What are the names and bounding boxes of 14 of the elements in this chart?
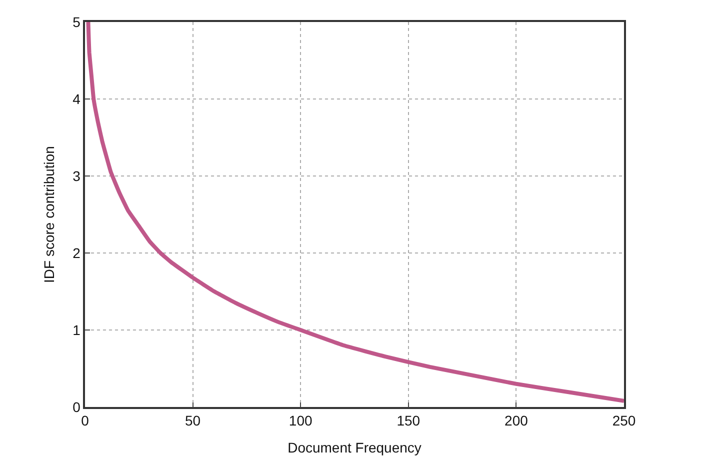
y-tick-label: 0: [72, 398, 81, 415]
line-series: [86, 22, 624, 403]
y-tick-label: 3: [72, 168, 81, 184]
x-axis-title: Document Frequency: [288, 439, 422, 456]
y-tick-label: 2: [72, 244, 81, 261]
x-tick-label: 250: [612, 412, 636, 429]
y-tick-label: 1: [72, 322, 81, 338]
y-tick-label: 5: [72, 14, 81, 30]
y-tick-label: 4: [72, 90, 81, 107]
y-axis-title: IDF score contribution: [40, 146, 57, 283]
x-tick-label: 150: [396, 412, 420, 429]
x-tick-label: 200: [504, 412, 528, 429]
x-tick-label: 50: [185, 412, 201, 429]
x-tick-label: 100: [288, 412, 312, 429]
